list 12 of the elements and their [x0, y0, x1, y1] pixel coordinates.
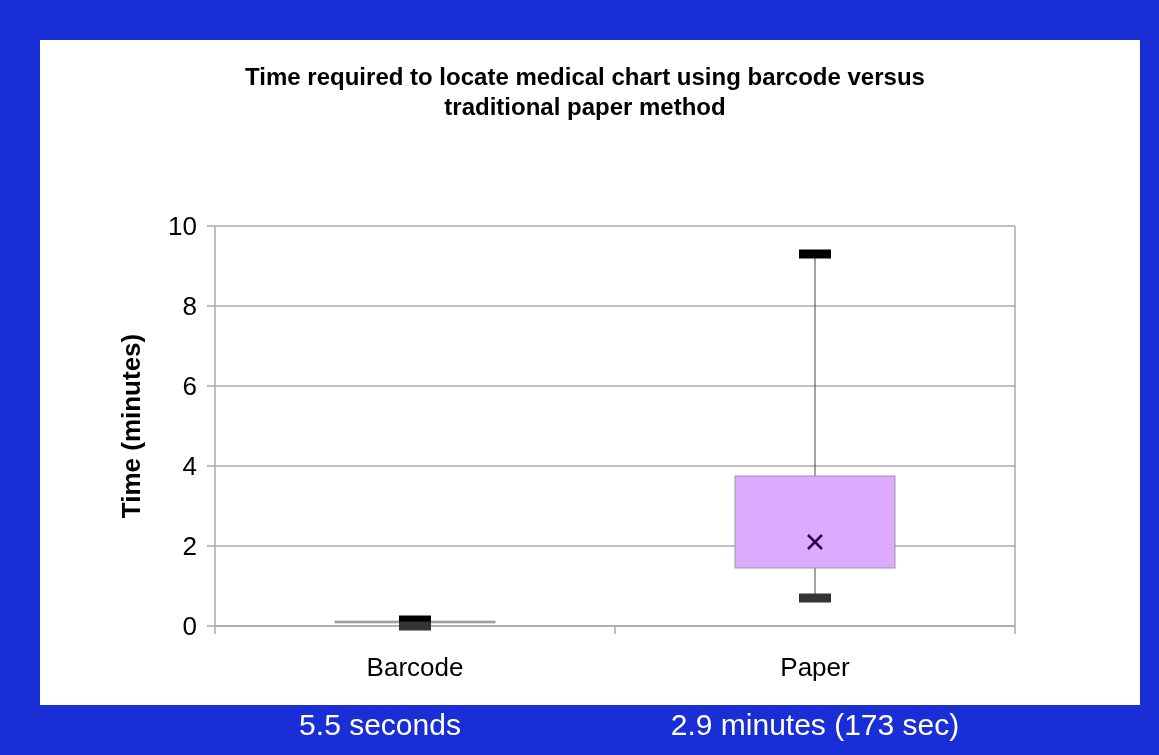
- y-tick-label: 6: [182, 371, 197, 402]
- y-tick-label: 10: [168, 211, 197, 242]
- chart-title: Time required to locate medical chart using barcode versus traditional paper method: [245, 63, 925, 120]
- text: 5.5 seconds: [299, 708, 461, 741]
- y-axis-title: Time (minutes): [116, 333, 146, 519]
- y-tick-label: 8: [182, 291, 197, 322]
- y-tick-label: 4: [182, 451, 197, 482]
- y-tick-label: 0: [182, 611, 197, 642]
- y-tick-label: 2: [182, 531, 197, 562]
- text: 2.9 minutes (173 sec): [670, 708, 960, 741]
- x-tick-label: Paper: [780, 652, 851, 682]
- x-tick-label: Barcode: [366, 652, 464, 682]
